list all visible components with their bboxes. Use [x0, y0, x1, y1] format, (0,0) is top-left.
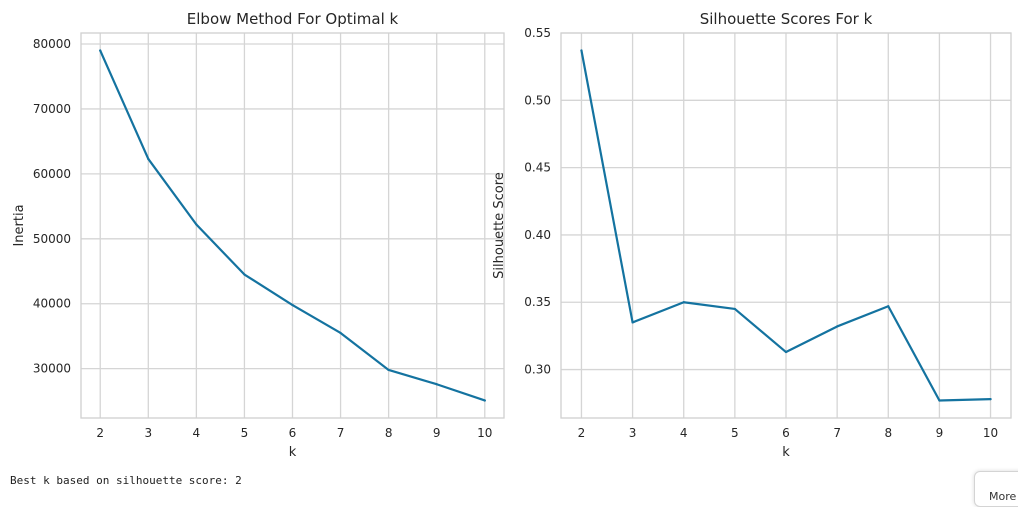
elbow-data-point	[99, 49, 102, 52]
elbow-x-tick-label: 9	[433, 426, 441, 440]
silhouette-data-point	[580, 49, 583, 52]
elbow-y-tick-label: 40000	[33, 297, 71, 311]
silhouette-x-tick-label: 3	[629, 426, 637, 440]
elbow-x-tick-label: 5	[241, 426, 249, 440]
silhouette-x-tick-label: 10	[983, 426, 998, 440]
elbow-data-point	[195, 223, 198, 226]
elbow-x-tick-label: 4	[193, 426, 201, 440]
silhouette-y-tick-label: 0.40	[524, 228, 551, 242]
silhouette-x-tick-label: 9	[936, 426, 944, 440]
silhouette-y-tick-label: 0.35	[524, 295, 551, 309]
silhouette-y-tick-label: 0.30	[524, 363, 551, 377]
elbow-data-point	[147, 157, 150, 161]
silhouette-x-tick-label: 4	[680, 426, 688, 440]
elbow-data-point	[291, 303, 294, 307]
silhouette-data-point	[836, 325, 839, 328]
elbow-data-point	[339, 331, 342, 335]
more-button[interactable]: More	[974, 471, 1018, 507]
silhouette-chart: 2 3 4 5 6 7 8 9 10 0.30 0.35 0.40 0.45 0.50 0.55 Silhou…	[492, 10, 1012, 460]
elbow-y-axis-label: Inertia	[12, 204, 27, 246]
silhouette-x-tick-label: 7	[833, 426, 841, 440]
elbow-data-point	[483, 399, 486, 402]
elbow-data-point	[435, 383, 438, 386]
silhouette-y-tick-label: 0.50	[524, 93, 551, 107]
best-k-output: Best k based on silhouette score: 2	[10, 474, 242, 487]
elbow-chart-title: Elbow Method For Optimal k	[187, 10, 399, 28]
elbow-x-tick-label: 7	[337, 426, 345, 440]
elbow-x-tick-label: 10	[477, 426, 492, 440]
elbow-x-tick-label: 8	[385, 426, 393, 440]
silhouette-data-point	[784, 350, 788, 354]
elbow-x-tick-label: 3	[144, 426, 152, 440]
silhouette-x-tick-label: 5	[731, 426, 739, 440]
silhouette-data-point	[733, 307, 736, 311]
silhouette-plot-frame	[560, 32, 1012, 419]
silhouette-x-tick-label: 8	[884, 426, 892, 440]
elbow-x-tick-label: 6	[289, 426, 297, 440]
elbow-data-point	[243, 273, 246, 276]
silhouette-x-axis-label: k	[782, 445, 790, 460]
silhouette-data-point	[682, 301, 685, 304]
elbow-y-tick-label: 70000	[33, 102, 71, 116]
silhouette-x-tick-label: 6	[782, 426, 790, 440]
elbow-plot-frame	[80, 32, 505, 419]
elbow-x-axis-label: k	[289, 445, 297, 460]
elbow-y-tick-label: 30000	[33, 362, 71, 376]
silhouette-x-tick-label: 2	[578, 426, 586, 440]
figure: 2 3 4 5 6 7 8 9 10 30000 40000 50000 60000 70000 80000…	[12, 10, 1012, 460]
silhouette-data-point	[989, 398, 992, 401]
silhouette-data-point	[887, 305, 890, 308]
elbow-data-point	[387, 368, 390, 372]
silhouette-chart-title: Silhouette Scores For k	[700, 10, 873, 28]
elbow-y-tick-label: 80000	[33, 37, 71, 51]
silhouette-data-point	[631, 321, 634, 324]
silhouette-y-tick-label: 0.55	[524, 26, 551, 40]
elbow-x-tick-label: 2	[96, 426, 104, 440]
silhouette-y-axis-label: Silhouette Score	[492, 172, 507, 279]
elbow-chart: 2 3 4 5 6 7 8 9 10 30000 40000 50000 60000 70000 80000…	[12, 10, 505, 460]
elbow-y-tick-label: 60000	[33, 167, 71, 181]
silhouette-data-point	[938, 399, 941, 402]
silhouette-y-tick-label: 0.45	[524, 161, 551, 175]
elbow-y-tick-label: 50000	[33, 232, 71, 246]
